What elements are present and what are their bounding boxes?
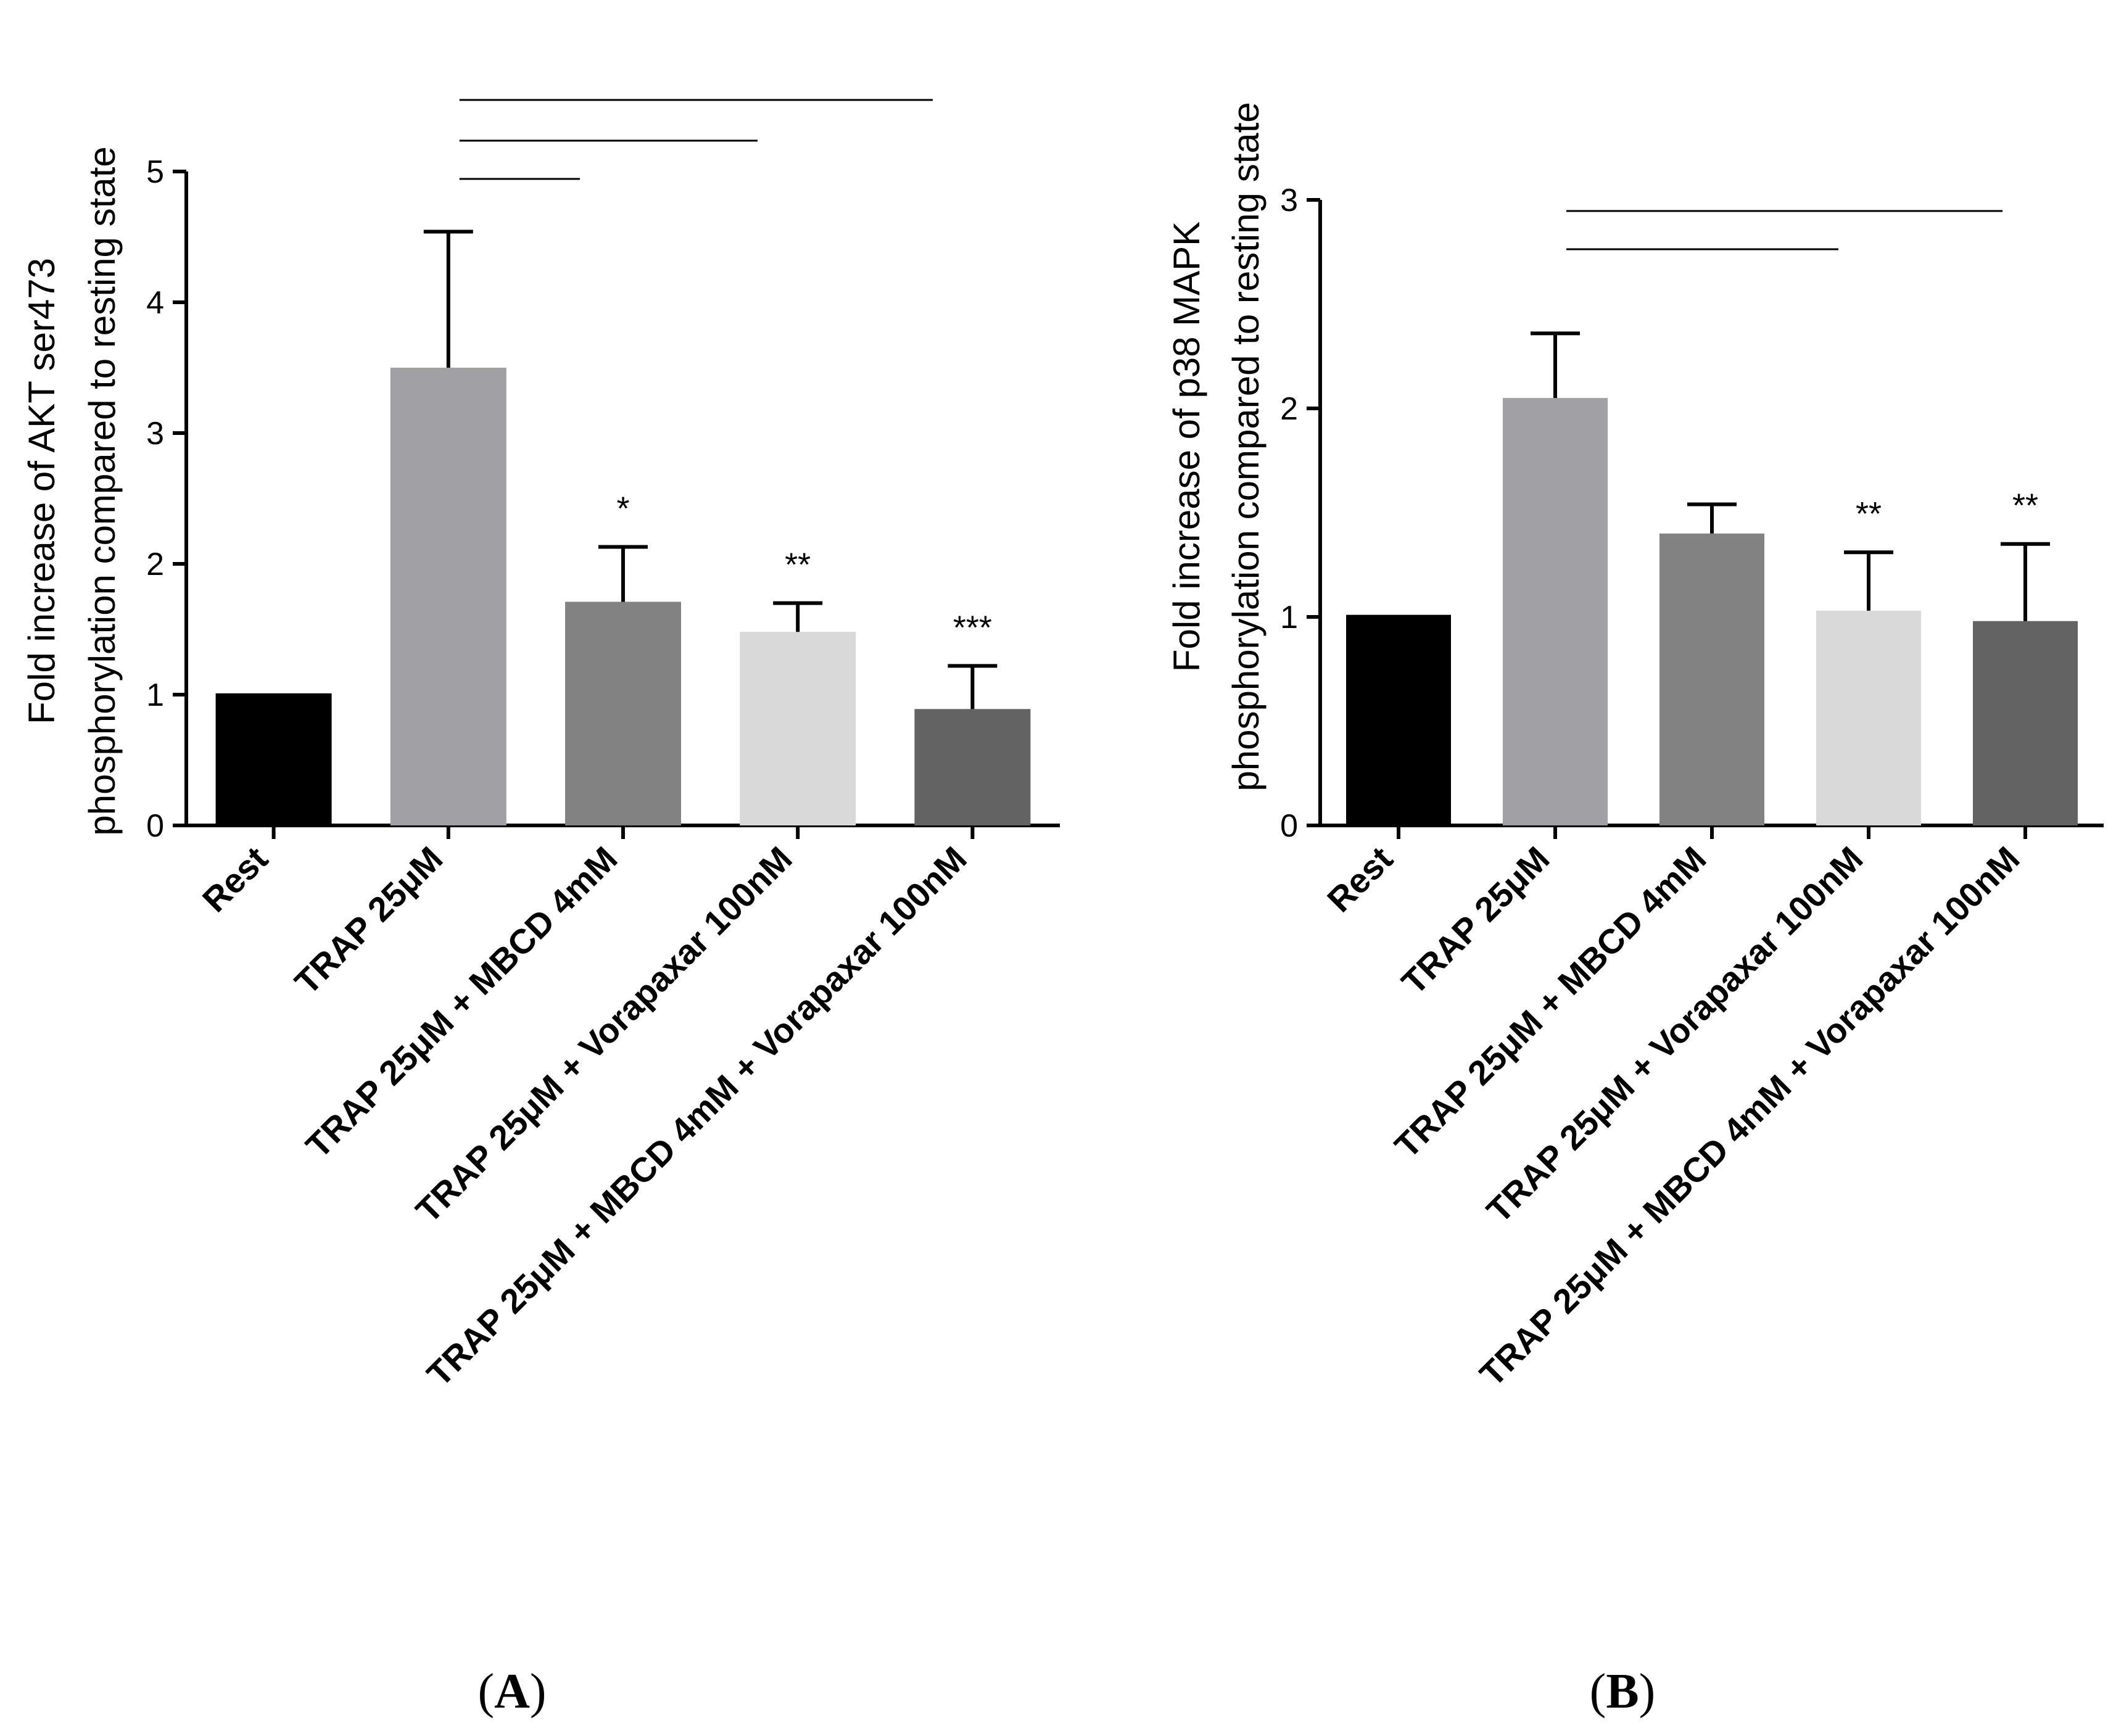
chart-panel-a: 0 1 2 3 4 5 Rest TRAP 25μM * TRAP 25μM + MBCD 4mM… xyxy=(21,99,1060,1719)
panel-label: (A) xyxy=(477,1664,546,1719)
significance-label: ** xyxy=(2012,487,2038,524)
significance-label: ** xyxy=(785,547,811,584)
bar xyxy=(914,709,1031,825)
x-tick-label: TRAP 25μM + MBCD 4mM xyxy=(298,839,624,1165)
bar xyxy=(1816,610,1921,825)
y-tick-label: 4 xyxy=(146,285,164,321)
y-tick-label: 2 xyxy=(1280,391,1298,427)
y-axis-label: phosphorylation compared to resting stat… xyxy=(1225,102,1267,791)
y-tick-label: 2 xyxy=(146,547,164,582)
y-tick-label: 3 xyxy=(146,416,164,452)
bar xyxy=(740,632,856,825)
significance-label: *** xyxy=(953,609,992,646)
x-tick-label: TRAP 25μM + MBCD 4mM xyxy=(1387,839,1713,1165)
bar xyxy=(215,693,332,825)
y-tick-label: 0 xyxy=(1280,808,1298,844)
bar xyxy=(1503,398,1608,825)
y-tick-label: 1 xyxy=(1280,600,1298,635)
bar xyxy=(1659,533,1764,825)
x-tick-label: TRAP 25μM xyxy=(1394,839,1557,1002)
bar xyxy=(390,368,506,825)
y-axis-label: Fold increase of p38 MAPK xyxy=(1166,221,1207,672)
bar xyxy=(1346,614,1451,825)
y-tick-label: 0 xyxy=(146,808,164,844)
bar xyxy=(565,601,681,825)
panel-label: (B) xyxy=(1590,1664,1656,1719)
y-axis-label: Fold increase of AKT ser473 xyxy=(21,258,62,724)
bar xyxy=(1973,621,2078,825)
y-tick-label: 1 xyxy=(146,677,164,713)
significance-label: * xyxy=(616,490,629,527)
y-tick-label: 5 xyxy=(146,154,164,190)
x-tick-label: TRAP 25μM + Vorapaxar 100nM xyxy=(408,839,800,1230)
y-axis-label: phosphorylation compared to resting stat… xyxy=(81,146,123,835)
x-tick-label: Rest xyxy=(195,839,275,919)
significance-label: ** xyxy=(1856,495,1882,532)
x-tick-label: TRAP 25μM + MBCD 4mM + Vorapaxar 100nM xyxy=(1472,839,2027,1394)
y-tick-label: 3 xyxy=(1280,183,1298,218)
x-tick-label: Rest xyxy=(1320,839,1400,919)
x-tick-label: TRAP 25μM xyxy=(287,839,450,1002)
